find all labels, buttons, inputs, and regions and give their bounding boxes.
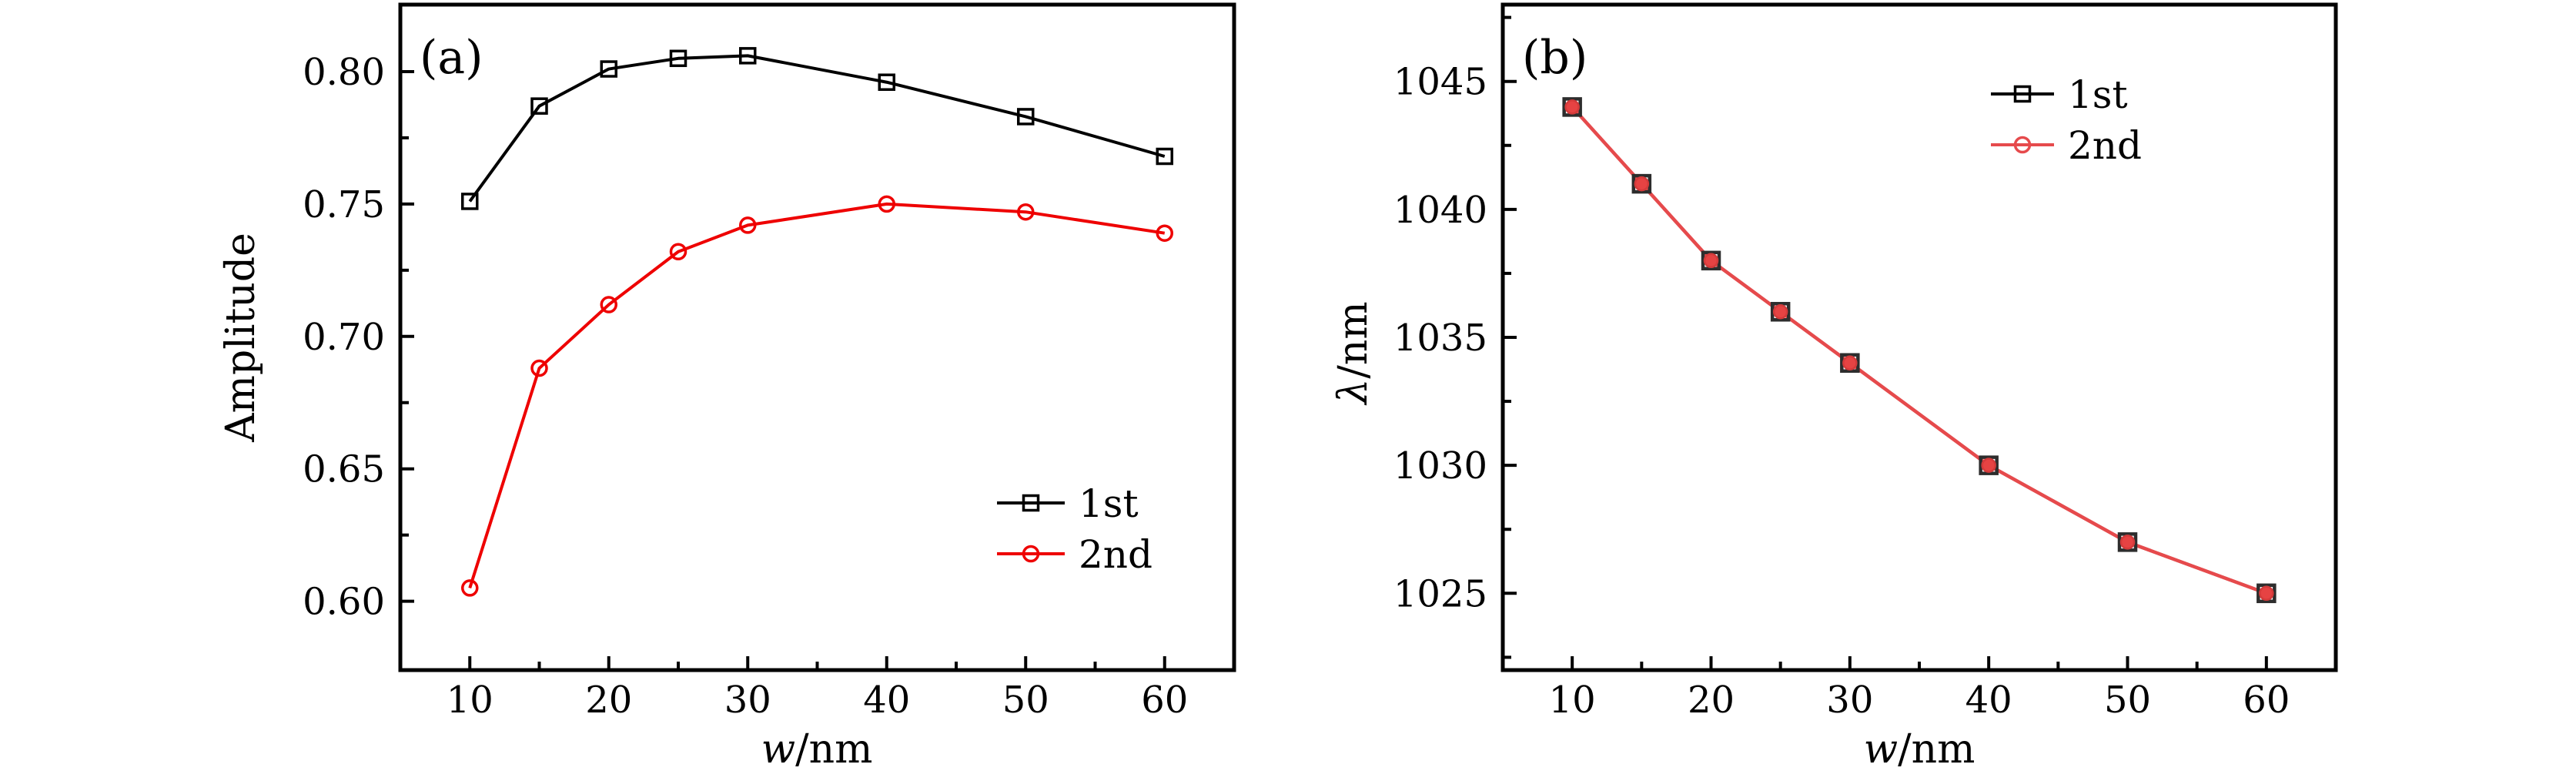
legend-item-1st: 1st	[1991, 72, 2128, 117]
data-point-square-1st	[1156, 147, 1173, 166]
data-point-circle-2nd	[2259, 585, 2274, 602]
plot-frame	[1500, 2, 2338, 672]
y-tick-label: 0.65	[303, 448, 385, 491]
data-point-circle-2nd	[1156, 224, 1173, 242]
data-point-circle-2nd	[878, 195, 895, 213]
y-tick-label: 1040	[1393, 189, 1487, 232]
panel-a-legend: 1st 2nd	[997, 481, 1153, 577]
chart-render-layer: 10 20 30 40 50 60 0.60 0.65 0.70 0.75 0.80 10 20 30 40…	[303, 2, 2338, 722]
legend-circle-marker-icon	[1022, 545, 1040, 563]
data-point-circle-2nd	[1017, 203, 1035, 221]
panel-a-y-axis-title: Amplitude	[218, 233, 264, 443]
x-tick-label: 50	[1002, 679, 1049, 722]
data-point-circle-2nd	[1842, 355, 1858, 370]
series-line-1st	[1571, 106, 2267, 595]
x-tick-label: 20	[1688, 679, 1735, 722]
x-tick-label: 60	[2243, 679, 2290, 722]
legend-item-1st: 1st	[997, 481, 1139, 526]
legend-square-marker-icon	[2013, 85, 2032, 103]
panel-b-label: (b)	[1522, 31, 1587, 85]
legend-label: 1st	[1079, 481, 1139, 526]
data-point-circle-2nd	[739, 216, 757, 234]
data-point-circle-2nd	[1772, 304, 1788, 320]
legend-label: 2nd	[1079, 532, 1153, 577]
panel-b-y-axis-title: λ/nm	[1330, 301, 1377, 405]
data-point-square-1st	[1979, 455, 1999, 475]
y-tick-label: 0.75	[303, 183, 385, 226]
legend-square-marker-icon	[1022, 494, 1040, 512]
legend-circle-marker-icon	[2013, 136, 2032, 154]
data-point-circle-2nd	[600, 296, 617, 313]
data-point-circle-2nd	[530, 359, 548, 377]
data-point-square-1st	[1631, 173, 1652, 194]
data-point-square-1st	[2257, 583, 2277, 604]
x-tick-label: 30	[1826, 679, 1873, 722]
panel-a: 10 20 30 40 50 60 0.60 0.65 0.70 0.75 0.80	[303, 2, 1236, 722]
series-line-2nd	[468, 202, 1166, 589]
data-point-square-1st	[1017, 108, 1035, 126]
data-point-circle-2nd	[2119, 535, 2136, 550]
y-tick-label: 1045	[1393, 61, 1487, 104]
panel-a-x-axis-title: w/nm	[761, 726, 873, 773]
data-point-square-1st	[1562, 97, 1582, 117]
panel-b: 10 20 30 40 50 60 1025 1030 1035 1040 1045	[1393, 2, 2338, 722]
legend-item-2nd: 2nd	[1991, 123, 2142, 168]
x-tick-label: 50	[2104, 679, 2151, 722]
legend-label: 2nd	[2068, 123, 2142, 168]
data-point-square-1st	[600, 60, 617, 78]
panel-b-x-axis-title: w/nm	[1864, 726, 1975, 773]
data-point-circle-2nd	[1703, 253, 1719, 269]
data-point-square-1st	[739, 47, 757, 65]
legend-label: 1st	[2068, 72, 2128, 117]
x-tick-label: 40	[1965, 679, 2012, 722]
data-point-circle-2nd	[1634, 176, 1650, 192]
x-tick-label: 30	[724, 679, 771, 722]
panel-b-legend: 1st 2nd	[1991, 72, 2142, 168]
data-point-circle-2nd	[1564, 99, 1580, 115]
y-tick-label: 1025	[1393, 572, 1487, 615]
y-tick-label: 0.70	[303, 316, 385, 359]
x-tick-label: 10	[447, 679, 493, 722]
data-point-circle-2nd	[1981, 458, 1996, 473]
data-point-square-1st	[1840, 353, 1860, 373]
y-tick-label: 1035	[1393, 317, 1487, 360]
data-point-square-1st	[669, 49, 687, 68]
x-tick-label: 20	[585, 679, 632, 722]
series-line-1st	[468, 54, 1166, 203]
x-tick-label: 10	[1549, 679, 1596, 722]
y-tick-label: 0.60	[303, 581, 385, 624]
data-point-circle-2nd	[461, 579, 479, 597]
legend-item-2nd: 2nd	[997, 532, 1153, 577]
series-line-2nd	[1571, 106, 2267, 595]
data-point-square-1st	[1701, 250, 1721, 271]
data-point-square-1st	[530, 97, 548, 115]
y-tick-label: 1030	[1393, 444, 1487, 488]
data-point-square-1st	[461, 193, 479, 210]
panel-a-label: (a)	[420, 31, 483, 85]
x-tick-label: 60	[1141, 679, 1188, 722]
data-point-square-1st	[1770, 302, 1791, 322]
y-tick-label: 0.80	[303, 51, 385, 94]
data-point-circle-2nd	[669, 243, 687, 261]
x-tick-label: 40	[863, 679, 910, 722]
data-point-square-1st	[2117, 532, 2138, 552]
data-point-square-1st	[878, 73, 895, 91]
